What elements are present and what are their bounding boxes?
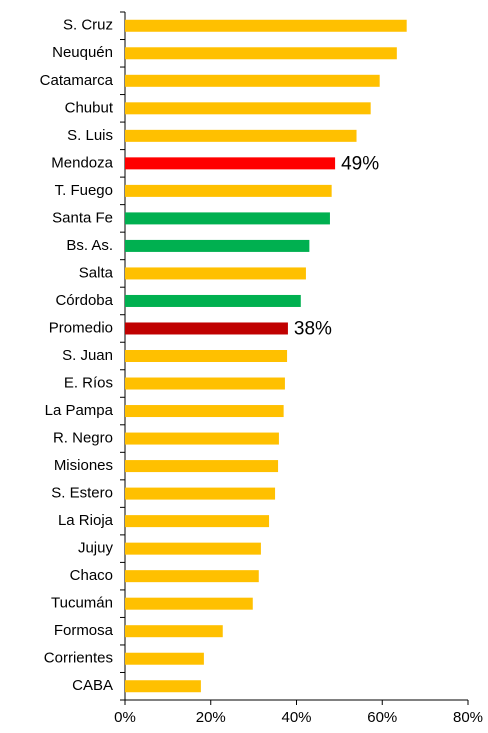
bar — [125, 74, 380, 87]
y-tick-label: Misiones — [54, 457, 113, 474]
y-tick-label: Chaco — [70, 567, 113, 584]
bar — [125, 294, 301, 307]
x-tick-label: 0% — [114, 709, 136, 726]
bar — [125, 542, 261, 555]
bar — [125, 129, 357, 142]
x-tick-label: 60% — [367, 709, 397, 726]
y-tick-label: Córdoba — [55, 292, 113, 309]
y-tick-label: Salta — [79, 264, 114, 281]
y-tick-label: S. Cruz — [63, 17, 113, 34]
y-tick-label: E. Ríos — [64, 374, 113, 391]
bar — [125, 487, 276, 500]
bar — [125, 377, 285, 390]
bar — [125, 102, 371, 115]
bar — [125, 267, 306, 280]
bar — [125, 184, 332, 197]
y-tick-label: S. Juan — [62, 347, 113, 364]
y-tick-label: Chubut — [65, 99, 114, 116]
bar — [125, 212, 330, 225]
bar — [125, 680, 201, 693]
bar — [125, 19, 407, 32]
bar — [125, 350, 288, 362]
y-tick-label: T. Fuego — [55, 182, 113, 199]
y-tick-label: La Pampa — [45, 402, 114, 419]
x-tick-label: 80% — [453, 709, 483, 726]
x-tick-label: 20% — [196, 709, 226, 726]
bar — [125, 652, 204, 665]
bar — [125, 515, 270, 528]
bar — [125, 405, 284, 418]
bar — [125, 47, 397, 60]
y-tick-label: S. Luis — [67, 127, 113, 144]
y-tick-label: Santa Fe — [52, 209, 113, 226]
x-tick-label: 40% — [281, 709, 311, 726]
y-tick-label: Promedio — [49, 319, 113, 336]
bar — [125, 157, 336, 170]
bar — [125, 570, 259, 583]
y-tick-label: Corrientes — [44, 650, 113, 667]
y-tick-label: Neuquén — [52, 44, 113, 61]
y-tick-label: R. Negro — [53, 430, 113, 447]
y-tick-label: Mendoza — [51, 154, 113, 171]
y-tick-label: La Rioja — [58, 512, 114, 529]
value-label: 49% — [341, 153, 379, 174]
y-tick-label: Jujuy — [78, 540, 114, 557]
y-tick-label: S. Estero — [51, 485, 113, 502]
bar — [125, 322, 288, 335]
bar — [125, 432, 279, 445]
y-tick-label: Bs. As. — [66, 237, 113, 254]
value-label: 38% — [294, 318, 332, 339]
y-tick-label: Catamarca — [40, 72, 114, 89]
y-tick-label: CABA — [72, 677, 113, 694]
bar — [125, 239, 310, 252]
bar — [125, 460, 279, 473]
bar — [125, 597, 253, 610]
bar — [125, 625, 223, 638]
y-tick-label: Formosa — [54, 622, 114, 639]
y-tick-label: Tucumán — [51, 595, 113, 612]
